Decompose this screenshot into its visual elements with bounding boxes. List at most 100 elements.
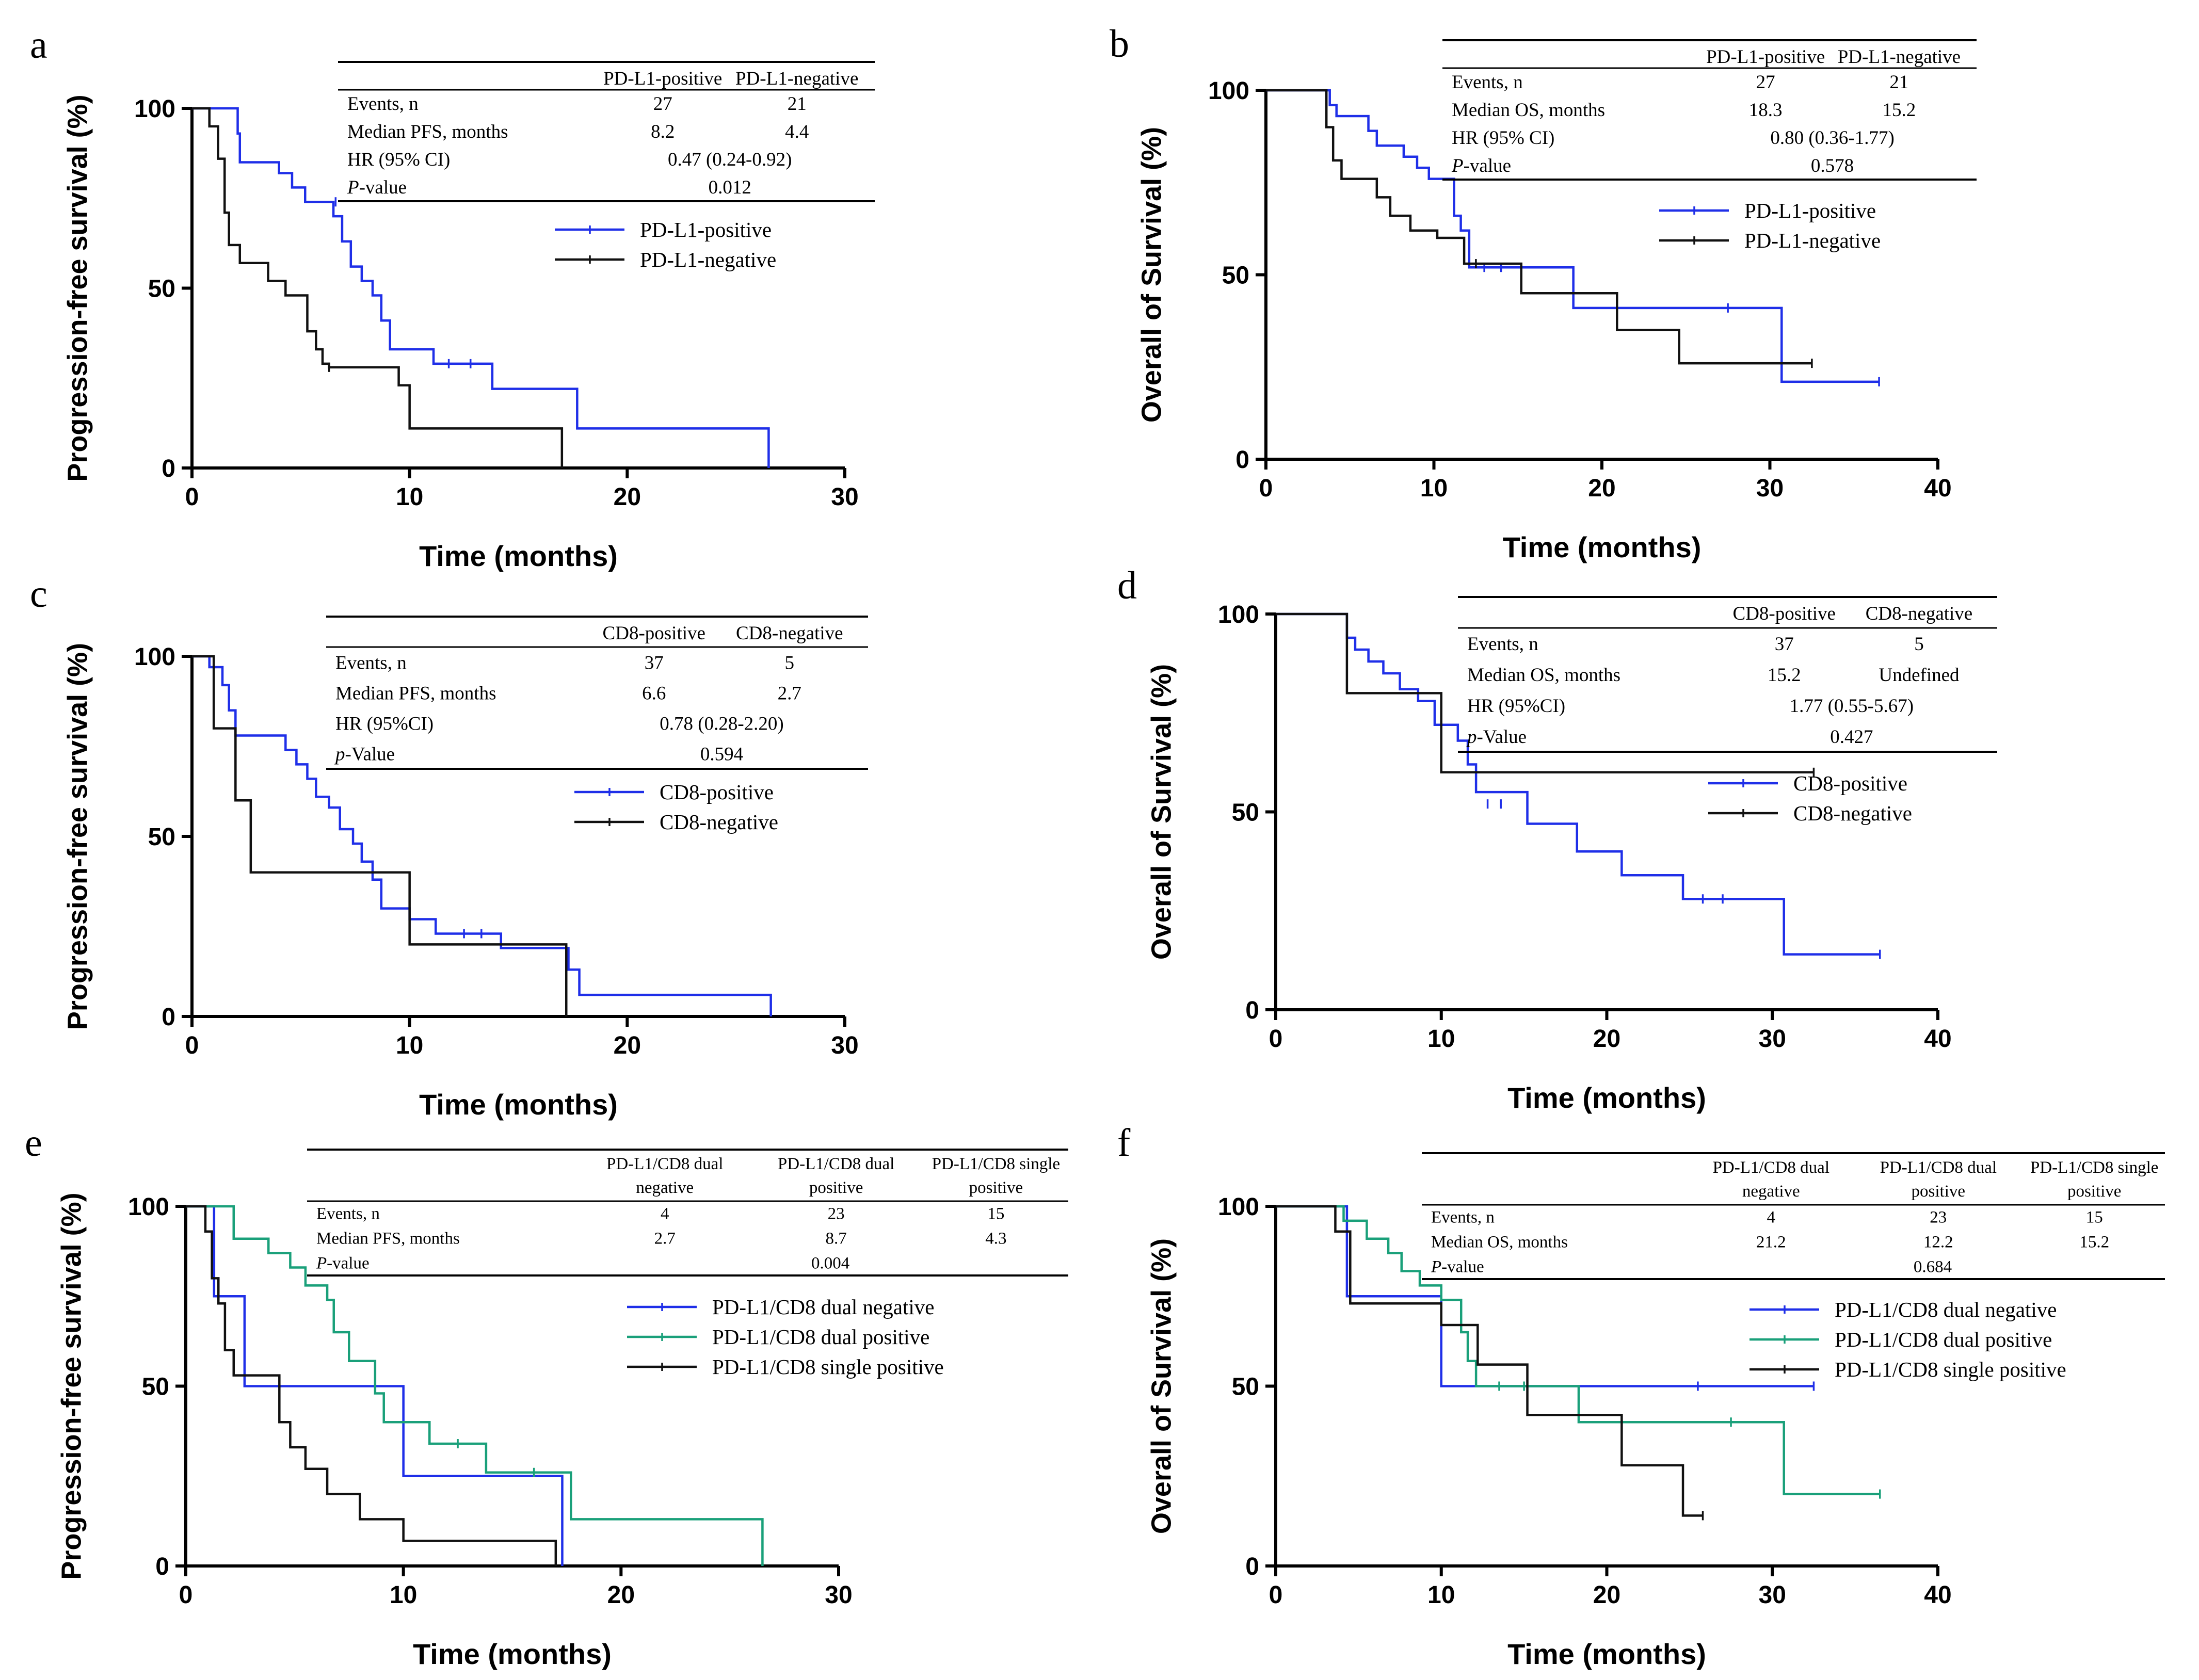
table-cell: 27 — [1756, 72, 1775, 93]
x-tick-label: 20 — [1593, 1025, 1620, 1053]
panel-c: c 0 50 100 0 10 20 30 Time (months) Progression-f… — [30, 572, 868, 1121]
table-cell: 15.2 — [1883, 100, 1916, 121]
y-axis-title: Progression-free survival (%) — [62, 94, 93, 481]
panel-letter-a: a — [30, 23, 47, 67]
x-tick-label: 40 — [1924, 475, 1951, 502]
table-cell-span: 0.80 (0.36-1.77) — [1770, 127, 1894, 149]
y-tick-label: 50 — [1232, 799, 1259, 827]
legend-label: PD-L1-negative — [1744, 229, 1881, 252]
table-cell: 27 — [653, 93, 672, 115]
panel-a: a 0 50 100 0 10 20 30 Time (months) Progression-f… — [30, 23, 875, 572]
table-header-line2: negative — [1742, 1182, 1800, 1201]
x-tick-label: 10 — [1427, 1581, 1455, 1609]
table-cell: 4.3 — [985, 1230, 1006, 1248]
table-header: PD-L1-negative — [1838, 46, 1961, 68]
x-tick-label: 30 — [1756, 475, 1784, 502]
table-header: PD-L1-positive — [1706, 46, 1825, 68]
km-curve-3 — [186, 1205, 557, 1566]
table-row-label: HR (95%CI) — [1467, 696, 1565, 717]
km-curve-3 — [1276, 1205, 1703, 1517]
table-cell: 37 — [1775, 634, 1794, 655]
stats-table: CD8-positive CD8-negative Events, n 37 5 Medi… — [1458, 596, 1997, 753]
x-tick-label: 20 — [1588, 475, 1615, 502]
table-header-line2: positive — [2067, 1182, 2122, 1201]
table-cell: 8.7 — [826, 1230, 847, 1248]
km-curve-2 — [192, 655, 568, 1016]
x-tick-label: 0 — [1259, 475, 1273, 502]
x-tick-label: 20 — [614, 483, 641, 511]
x-tick-label: 10 — [1427, 1025, 1455, 1053]
y-axis-title: Progression-free survival (%) — [56, 1192, 87, 1579]
table-header-line2: positive — [969, 1178, 1023, 1197]
legend-label: PD-L1-negative — [640, 248, 776, 271]
table-header-line2: positive — [1912, 1182, 1966, 1201]
table-row-label: P-value — [1431, 1258, 1484, 1277]
km-curve-1 — [186, 1205, 564, 1566]
y-tick-label: 0 — [1245, 1553, 1259, 1580]
x-tick-label: 30 — [1759, 1025, 1786, 1053]
x-tick-label: 30 — [831, 1032, 858, 1059]
legend-label: PD-L1/CD8 dual negative — [712, 1295, 934, 1319]
table-row-label: Median PFS, months — [335, 683, 496, 704]
table-cell-span: 0.594 — [700, 744, 743, 765]
table-cell-span: 0.012 — [709, 177, 751, 198]
table-cell-span: 0.684 — [1914, 1258, 1952, 1277]
legend-label: CD8-negative — [1793, 801, 1912, 825]
y-tick-label: 0 — [162, 455, 175, 482]
legend-label: PD-L1/CD8 single positive — [1835, 1358, 2066, 1381]
table-header: CD8-positive — [1733, 603, 1836, 624]
table-row-label: Median PFS, months — [316, 1230, 460, 1248]
km-curve-1 — [192, 655, 772, 1016]
panel-letter-e: e — [25, 1121, 42, 1165]
stats-table: PD-L1/CD8 dual negative PD-L1/CD8 dual posi… — [1422, 1152, 2165, 1280]
panel-letter-b: b — [1110, 22, 1129, 66]
table-row-label: HR (95% CI) — [1452, 127, 1554, 149]
panel-e: e 0 50 100 0 10 20 30 Time (months) Progression-f… — [25, 1121, 1068, 1670]
y-tick-label: 100 — [128, 1193, 169, 1221]
table-row-label: p-Value — [1466, 726, 1527, 748]
table-header-line1: PD-L1/CD8 single — [932, 1155, 1060, 1173]
table-cell-span: 0.004 — [811, 1254, 849, 1273]
y-tick-label: 50 — [1232, 1374, 1259, 1401]
y-axis-title: Overall of Survival (%) — [1146, 1238, 1177, 1534]
table-header: CD8-positive — [603, 623, 705, 644]
table-cell: 18.3 — [1749, 100, 1783, 121]
legend: PD-L1-positive PD-L1-negative — [1659, 199, 1881, 252]
table-header-line1: PD-L1/CD8 dual — [778, 1155, 894, 1173]
table-cell-span: 0.47 (0.24-0.92) — [668, 149, 792, 170]
panel-b: b 0 50 100 0 10 20 30 40 Time (months) Overall of … — [1110, 22, 1977, 563]
table-cell: 21 — [1889, 72, 1908, 93]
legend-label: CD8-positive — [1793, 771, 1907, 795]
y-tick-label: 100 — [1218, 601, 1259, 628]
table-cell: 2.7 — [654, 1230, 676, 1248]
table-row-label: Median OS, months — [1431, 1233, 1568, 1252]
table-cell: 15 — [2086, 1208, 2103, 1227]
table-cell: 37 — [645, 652, 664, 673]
x-axis-title: Time (months) — [413, 1638, 612, 1670]
x-tick-label: 0 — [185, 1032, 199, 1059]
y-tick-label: 50 — [142, 1374, 169, 1401]
y-axis-title: Overall of Survival (%) — [1146, 664, 1177, 960]
y-tick-label: 0 — [1235, 446, 1249, 474]
km-curve-2 — [1276, 1205, 1880, 1495]
y-tick-label: 100 — [134, 95, 175, 123]
table-row-label: Events, n — [335, 652, 407, 673]
x-tick-label: 10 — [396, 1032, 423, 1059]
y-axis-title: Progression-free survival (%) — [62, 643, 93, 1030]
table-header-line1: PD-L1/CD8 dual — [1713, 1158, 1829, 1177]
panel-letter-c: c — [30, 572, 47, 616]
y-tick-label: 50 — [148, 823, 175, 851]
km-curve-2 — [186, 1205, 764, 1566]
table-cell: 21.2 — [1756, 1233, 1786, 1252]
table-row-label: Events, n — [1452, 72, 1523, 93]
x-tick-label: 0 — [185, 483, 199, 511]
x-tick-label: 40 — [1924, 1025, 1951, 1053]
table-row-label: Median PFS, months — [347, 121, 508, 142]
table-cell: 4 — [1767, 1208, 1776, 1227]
legend-label: PD-L1/CD8 single positive — [712, 1355, 944, 1379]
y-tick-label: 0 — [1245, 997, 1259, 1024]
table-cell: 15.2 — [2079, 1233, 2109, 1252]
table-header: CD8-negative — [736, 623, 843, 644]
x-tick-label: 0 — [1269, 1025, 1283, 1053]
stats-table: PD-L1-positive PD-L1-negative Events, n 27 2… — [338, 61, 875, 202]
